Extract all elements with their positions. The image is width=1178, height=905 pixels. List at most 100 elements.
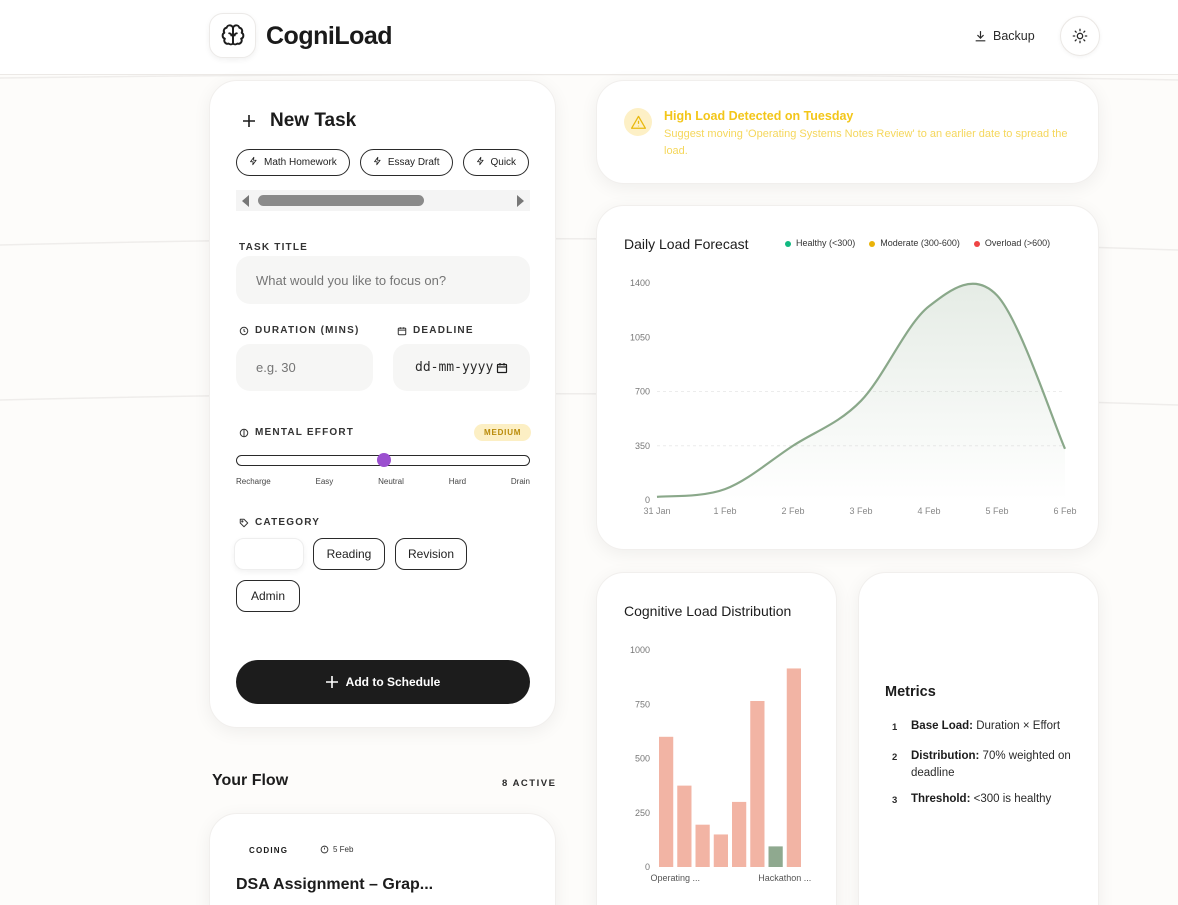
- backup-button[interactable]: Backup: [968, 24, 1041, 48]
- clock-icon: [320, 845, 329, 854]
- alert-title: High Load Detected on Tuesday: [664, 109, 854, 123]
- metric-item: 1 Base Load: Duration × Effort: [885, 718, 1085, 736]
- duration-label-text: DURATION (MINS): [255, 325, 360, 336]
- x-tick-label: 31 Jan: [643, 506, 670, 516]
- clock-icon: [239, 326, 249, 335]
- y-tick-label: 750: [635, 699, 650, 709]
- quick-chip-quick[interactable]: Quick: [462, 149, 529, 176]
- task-card[interactable]: CODING 5 Feb DSA Assignment – Grap...: [209, 813, 556, 905]
- x-tick-label: 6 Feb: [1053, 506, 1076, 516]
- legend-item-healthy: Healthy (<300): [785, 238, 855, 248]
- lightning-icon: [249, 156, 258, 169]
- quick-chip-essay-draft[interactable]: Essay Draft: [359, 149, 453, 176]
- forecast-title: Daily Load Forecast: [624, 236, 749, 252]
- distribution-chart: 0 250 500 750 1000 Operating ... Hackathon ...: [630, 645, 811, 883]
- add-button-label: Add to Schedule: [345, 675, 441, 689]
- category-pill-selected[interactable]: [234, 538, 304, 570]
- scale-label: Neutral: [378, 477, 404, 486]
- metric-text: 70% weighted on deadline: [911, 750, 1071, 779]
- new-task-card: New Task Math Homework Essay Draft Quick…: [209, 80, 556, 728]
- active-count: 8 ACTIVE: [502, 778, 557, 789]
- calendar-picker-icon[interactable]: [496, 362, 508, 374]
- bar: [786, 668, 801, 867]
- scroll-left-arrow-icon[interactable]: [242, 195, 249, 207]
- chip-label: Math Homework: [264, 157, 337, 168]
- x-tick-label: Operating ...: [650, 873, 700, 883]
- x-tick-label: Hackathon ...: [758, 873, 811, 883]
- effort-scale-labels: Recharge Easy Neutral Hard Drain: [236, 477, 530, 486]
- scale-label: Drain: [510, 477, 530, 486]
- task-title-label: TASK TITLE: [239, 242, 309, 253]
- new-task-title: New Task: [270, 110, 357, 131]
- new-task-header: New Task: [242, 110, 356, 132]
- forecast-line: [656, 282, 1067, 498]
- deadline-label-text: DEADLINE: [413, 325, 474, 336]
- scale-label: Easy: [315, 477, 334, 486]
- download-icon: [975, 30, 986, 41]
- bar: [768, 846, 783, 867]
- deadline-input[interactable]: dd-mm-yyyy: [393, 344, 530, 391]
- category-pill-reading[interactable]: Reading: [313, 538, 385, 570]
- task-title: DSA Assignment – Grap...: [236, 876, 434, 893]
- metrics-card: Metrics 1 Base Load: Duration × Effort 2…: [858, 572, 1099, 905]
- bar: [695, 824, 710, 867]
- plus-icon: [325, 676, 338, 688]
- effort-level-badge: MEDIUM: [474, 424, 532, 441]
- backup-label: Backup: [993, 29, 1035, 43]
- scale-label: Recharge: [236, 477, 271, 486]
- cognitive-load-distribution-card: Cognitive Load Distribution 0 250 500 750 10…: [596, 572, 837, 905]
- forecast-chart: 0 350 700 1050 1400 31 Jan 1 Feb 2 Feb 3 Feb 4 Fe…: [630, 278, 1077, 516]
- y-tick-label: 1000: [630, 645, 650, 655]
- plus-icon: [243, 115, 255, 127]
- add-to-schedule-button[interactable]: Add to Schedule: [236, 660, 530, 704]
- metric-label: Threshold:: [911, 793, 971, 805]
- scrollbar-thumb[interactable]: [258, 195, 424, 206]
- y-tick-label: 1050: [630, 332, 650, 342]
- metric-label: Base Load:: [911, 720, 973, 732]
- bar: [659, 736, 674, 867]
- metric-item: 3 Threshold: <300 is healthy: [885, 791, 1085, 809]
- warning-icon: [624, 108, 652, 136]
- y-tick-label: 1400: [630, 278, 650, 288]
- y-tick-label: 500: [635, 754, 650, 764]
- app-title: CogniLoad: [266, 22, 393, 50]
- scroll-right-arrow-icon[interactable]: [517, 195, 524, 207]
- bar: [677, 785, 692, 867]
- tag-icon: [239, 518, 249, 527]
- theme-toggle-button[interactable]: [1060, 16, 1100, 56]
- sun-icon: [1072, 28, 1088, 44]
- top-bar: CogniLoad Backup: [0, 0, 1178, 75]
- mental-effort-slider[interactable]: [236, 453, 530, 467]
- y-tick-label: 700: [635, 387, 650, 397]
- deadline-placeholder: dd-mm-yyyy: [415, 360, 494, 375]
- daily-load-forecast-card: Daily Load Forecast Healthy (<300) Moder…: [596, 205, 1099, 550]
- y-tick-label: 0: [645, 862, 650, 872]
- your-flow-title: Your Flow: [212, 772, 289, 789]
- bar: [713, 834, 728, 867]
- quick-chip-math-homework[interactable]: Math Homework: [236, 149, 350, 176]
- task-date-text: 5 Feb: [333, 845, 354, 854]
- legend-item-moderate: Moderate (300-600): [869, 238, 960, 248]
- task-title-input[interactable]: [236, 256, 530, 304]
- x-tick-label: 3 Feb: [849, 506, 872, 516]
- slider-thumb[interactable]: [377, 453, 391, 467]
- mental-effort-label-text: MENTAL EFFORT: [255, 427, 355, 438]
- category-pill-admin[interactable]: Admin: [236, 580, 300, 612]
- metric-label: Distribution:: [911, 750, 980, 762]
- y-tick-label: 0: [645, 495, 650, 505]
- category-pill-revision[interactable]: Revision: [395, 538, 467, 570]
- metric-item: 2 Distribution: 70% weighted on deadline: [885, 748, 1085, 782]
- bar: [750, 700, 765, 867]
- x-tick-label: 2 Feb: [781, 506, 804, 516]
- category-label: CATEGORY: [239, 517, 320, 528]
- chip-label: Quick: [490, 157, 517, 168]
- quick-chips-scrollbar[interactable]: [236, 190, 530, 211]
- bar: [732, 801, 747, 867]
- category-label-text: CATEGORY: [255, 517, 321, 528]
- x-tick-label: 1 Feb: [713, 506, 736, 516]
- brain-logo-icon: [209, 13, 256, 58]
- task-category-tag: CODING: [249, 846, 289, 855]
- duration-input[interactable]: [236, 344, 373, 391]
- metric-text: Duration × Effort: [973, 720, 1061, 732]
- chip-label: Essay Draft: [387, 157, 440, 168]
